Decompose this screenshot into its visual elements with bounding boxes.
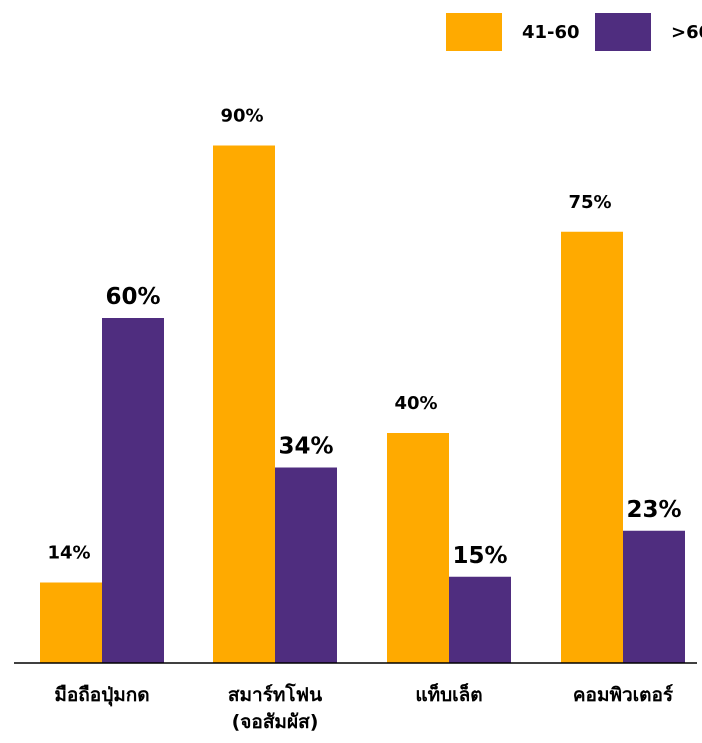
value-label-41-60-2: 40%: [394, 393, 437, 414]
bar-over-60-1: [275, 467, 337, 663]
bar-41-60-3: [561, 231, 623, 663]
value-label-41-60-3: 75%: [568, 192, 611, 213]
legend-label-over-60: >60: [671, 21, 702, 43]
bar-41-60-0: [40, 582, 102, 663]
category-label-2: แท็บเล็ต: [415, 682, 482, 706]
legend-swatch-over-60: [595, 13, 651, 51]
bars-group: [40, 145, 685, 663]
legend-item-over-60: >60: [595, 12, 702, 52]
legend-item-41-60: 41-60: [446, 12, 580, 52]
value-label-over-60-3: 23%: [626, 497, 681, 523]
category-labels-group: มือถือปุ่มกด สมาร์ทโฟน(จอสัมผัส) แท็บเล็ต ค…: [54, 682, 674, 733]
value-label-over-60-0: 60%: [105, 284, 160, 310]
bar-41-60-2: [387, 433, 449, 663]
category-label-3: คอมพิวเตอร์: [573, 684, 674, 706]
value-label-over-60-2: 15%: [452, 543, 507, 569]
value-label-over-60-1: 34%: [278, 434, 333, 460]
legend-label-41-60: 41-60: [522, 21, 580, 43]
value-label-41-60-1: 90%: [220, 106, 263, 127]
legend-swatch-41-60: [446, 13, 502, 51]
category-label-0: มือถือปุ่มกด: [54, 684, 149, 707]
value-label-41-60-0: 14%: [47, 543, 90, 564]
value-labels-group: 14% 60% 90% 34% 40% 15% 75% 23%: [47, 106, 681, 569]
bar-41-60-1: [213, 145, 275, 663]
bar-over-60-2: [449, 576, 511, 663]
bar-over-60-0: [102, 318, 164, 663]
category-label-1: สมาร์ทโฟน(จอสัมผัส): [228, 683, 322, 733]
bar-over-60-3: [623, 530, 685, 663]
